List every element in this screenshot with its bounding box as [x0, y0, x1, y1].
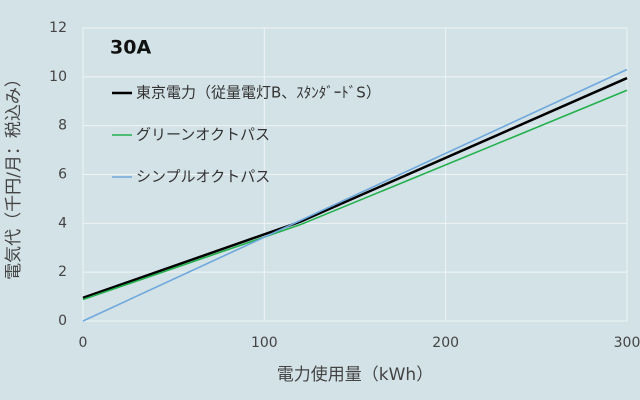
x-tick-label: 0 — [79, 335, 88, 351]
x-tick-label: 100 — [251, 335, 278, 351]
y-tick-label: 0 — [58, 313, 67, 329]
y-tick-label: 6 — [58, 167, 67, 183]
x-axis-label: 電力使用量（kWh） — [277, 364, 433, 385]
series-line — [82, 76, 628, 299]
legend-label: グリーンオクトパス — [136, 126, 270, 144]
y-tick-label: 10 — [49, 69, 67, 85]
x-tick-label: 300 — [614, 335, 640, 351]
series-line — [82, 89, 628, 301]
legend-title: 30A — [110, 37, 151, 59]
y-tick-label: 12 — [49, 20, 67, 36]
y-axis-label: 電気代（千円/月：税込み） — [4, 70, 24, 280]
series-line — [82, 68, 628, 322]
legend-label: 東京電力（従量電灯B、ｽﾀﾝﾀﾞｰﾄﾞS） — [136, 84, 381, 102]
y-tick-label: 8 — [58, 118, 67, 134]
x-tick-label: 200 — [432, 335, 459, 351]
legend-label: シンプルオクトパス — [136, 168, 270, 186]
y-tick-label: 4 — [58, 215, 67, 231]
y-tick-label: 2 — [58, 264, 67, 280]
